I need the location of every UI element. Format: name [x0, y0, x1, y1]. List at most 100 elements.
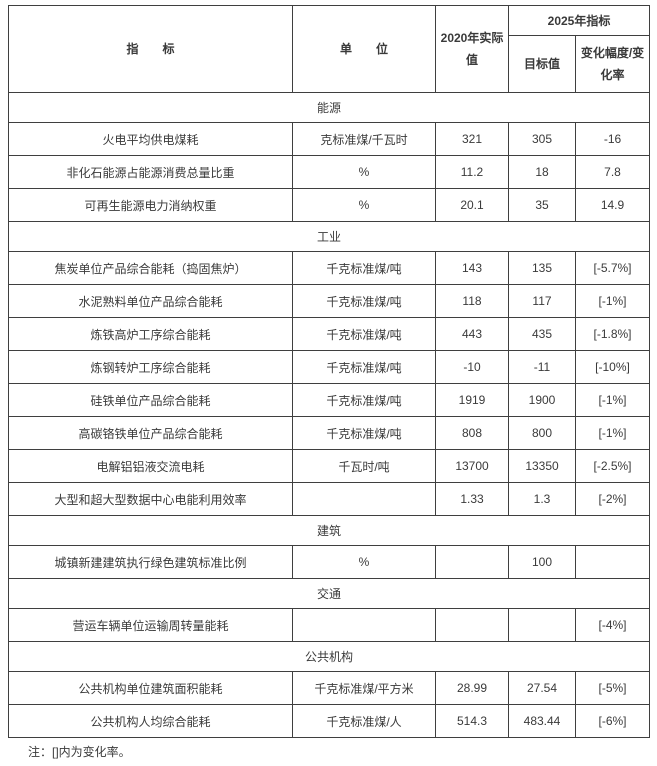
indicator-table: 指 标 单 位 2020年实际值 2025年指标 目标值 变化幅度/变化率 能源… [7, 5, 651, 738]
cell-2020-actual: 1.33 [435, 482, 509, 516]
cell-2025-target: -11 [508, 350, 576, 384]
cell-unit: 千克标准煤/吨 [292, 416, 436, 450]
cell-2020-actual: 321 [435, 122, 509, 156]
cell-2020-actual: 808 [435, 416, 509, 450]
cell-2020-actual [435, 608, 509, 642]
table-row: 炼钢转炉工序综合能耗 千克标准煤/吨 -10 -11 [-10%] [8, 350, 651, 384]
cell-indicator: 硅铁单位产品综合能耗 [8, 383, 293, 417]
cell-change: [-2%] [574, 482, 651, 516]
table-row: 营运车辆单位运输周转量能耗 [-4%] [8, 608, 651, 642]
cell-unit: 千瓦时/吨 [292, 449, 436, 483]
cell-indicator: 火电平均供电煤耗 [8, 122, 293, 156]
cell-indicator: 非化石能源占能源消费总量比重 [8, 155, 293, 189]
section-title: 能源 [7, 92, 651, 123]
table-row: 可再生能源电力消纳权重% 20.1 35 14.9 [8, 188, 651, 222]
cell-change: [-2.5%] [574, 449, 651, 483]
header-2025-target: 目标值 [508, 35, 576, 93]
cell-2020-actual: 1919 [435, 383, 509, 417]
cell-2020-actual: -10 [435, 350, 509, 384]
section-row: 交通 [7, 578, 651, 609]
header-2025-group: 2025年指标 [507, 5, 651, 36]
cell-2025-target: 18 [508, 155, 576, 189]
table-row: 高碳铬铁单位产品综合能耗 千克标准煤/吨 808 800 [-1%] [8, 416, 651, 450]
cell-unit: 克标准煤/千瓦时 [292, 122, 436, 156]
cell-2025-target: 27.54 [508, 671, 576, 705]
table-row: 公共机构人均综合能耗 千克标准煤/人 514.3 483.44 [-6%] [8, 704, 651, 738]
section-title: 工业 [7, 221, 651, 252]
cell-2025-target: 100 [508, 545, 576, 579]
cell-unit: 千克标准煤/吨 [292, 383, 436, 417]
cell-indicator: 公共机构人均综合能耗 [8, 704, 293, 738]
cell-unit: 千克标准煤/吨 [292, 317, 436, 351]
table-header: 指 标 单 位 2020年实际值 2025年指标 目标值 变化幅度/变化率 [8, 5, 651, 93]
table-row: 火电平均供电煤耗 克标准煤/千瓦时 321 305 -16 [8, 122, 651, 156]
cell-change: [-10%] [574, 350, 651, 384]
cell-2025-target: 135 [508, 251, 576, 285]
cell-2025-target: 435 [508, 317, 576, 351]
section-row: 公共机构 [7, 641, 651, 672]
cell-change: [-6%] [574, 704, 651, 738]
cell-unit: % [292, 545, 436, 579]
cell-unit [292, 482, 436, 516]
cell-2025-target: 13350 [508, 449, 576, 483]
cell-unit: 千克标准煤/平方米 [292, 671, 436, 705]
cell-2025-target: 1.3 [508, 482, 576, 516]
cell-2020-actual: 514.3 [435, 704, 509, 738]
cell-indicator: 城镇新建建筑执行绿色建筑标准比例 [8, 545, 293, 579]
section-row: 工业 [7, 221, 651, 252]
cell-2025-target: 1900 [508, 383, 576, 417]
cell-indicator: 营运车辆单位运输周转量能耗 [8, 608, 293, 642]
cell-2020-actual: 20.1 [435, 188, 509, 222]
cell-unit: 千克标准煤/人 [292, 704, 436, 738]
cell-2020-actual: 143 [435, 251, 509, 285]
cell-2020-actual [435, 545, 509, 579]
cell-indicator: 电解铝铝液交流电耗 [8, 449, 293, 483]
cell-unit: 千克标准煤/吨 [292, 251, 436, 285]
cell-2025-target: 117 [508, 284, 576, 318]
cell-indicator: 可再生能源电力消纳权重 [8, 188, 293, 222]
cell-indicator: 大型和超大型数据中心电能利用效率 [8, 482, 293, 516]
cell-change: 7.8 [574, 155, 651, 189]
section-title: 建筑 [7, 515, 651, 546]
cell-indicator: 炼钢转炉工序综合能耗 [8, 350, 293, 384]
section-title: 公共机构 [7, 641, 651, 672]
cell-2020-actual: 28.99 [435, 671, 509, 705]
cell-indicator: 公共机构单位建筑面积能耗 [8, 671, 293, 705]
cell-change: [-5%] [574, 671, 651, 705]
cell-indicator: 高碳铬铁单位产品综合能耗 [8, 416, 293, 450]
cell-change: [-1%] [574, 284, 651, 318]
section-title: 交通 [7, 578, 651, 609]
section-row: 能源 [7, 92, 651, 123]
cell-indicator: 炼铁高炉工序综合能耗 [8, 317, 293, 351]
cell-indicator: 水泥熟料单位产品综合能耗 [8, 284, 293, 318]
footnote: 注：[]内为变化率。 [28, 745, 131, 759]
header-2020-actual: 2020年实际值 [435, 5, 509, 93]
table-row: 大型和超大型数据中心电能利用效率 1.33 1.3 [-2%] [8, 482, 651, 516]
cell-indicator: 焦炭单位产品综合能耗（捣固焦炉） [8, 251, 293, 285]
table-row: 公共机构单位建筑面积能耗 千克标准煤/平方米 28.99 27.54 [-5%] [8, 671, 651, 705]
cell-unit: % [292, 188, 436, 222]
cell-change: [-4%] [574, 608, 651, 642]
table-row: 城镇新建建筑执行绿色建筑标准比例% 100 [8, 545, 651, 579]
table-body: 能源 火电平均供电煤耗 克标准煤/千瓦时 321 305 -16 非化石能源占能源消费总量比… [7, 92, 651, 738]
cell-2020-actual: 13700 [435, 449, 509, 483]
section-row: 建筑 [7, 515, 651, 546]
cell-unit: % [292, 155, 436, 189]
table-row: 炼铁高炉工序综合能耗 千克标准煤/吨 443 435 [-1.8%] [8, 317, 651, 351]
cell-unit [292, 608, 436, 642]
cell-2020-actual: 118 [435, 284, 509, 318]
header-unit: 单 位 [292, 5, 436, 93]
header-indicator: 指 标 [8, 5, 293, 93]
cell-change: [-1%] [574, 416, 651, 450]
cell-2025-target: 800 [508, 416, 576, 450]
table-row: 非化石能源占能源消费总量比重% 11.2 18 7.8 [8, 155, 651, 189]
cell-change: [-5.7%] [574, 251, 651, 285]
table-row: 水泥熟料单位产品综合能耗 千克标准煤/吨 118 117 [-1%] [8, 284, 651, 318]
table-row: 硅铁单位产品综合能耗 千克标准煤/吨 1919 1900 [-1%] [8, 383, 651, 417]
cell-change: [-1%] [574, 383, 651, 417]
cell-2025-target: 305 [508, 122, 576, 156]
cell-change: [-1.8%] [574, 317, 651, 351]
cell-2025-target: 483.44 [508, 704, 576, 738]
header-2025-change: 变化幅度/变化率 [574, 35, 651, 93]
